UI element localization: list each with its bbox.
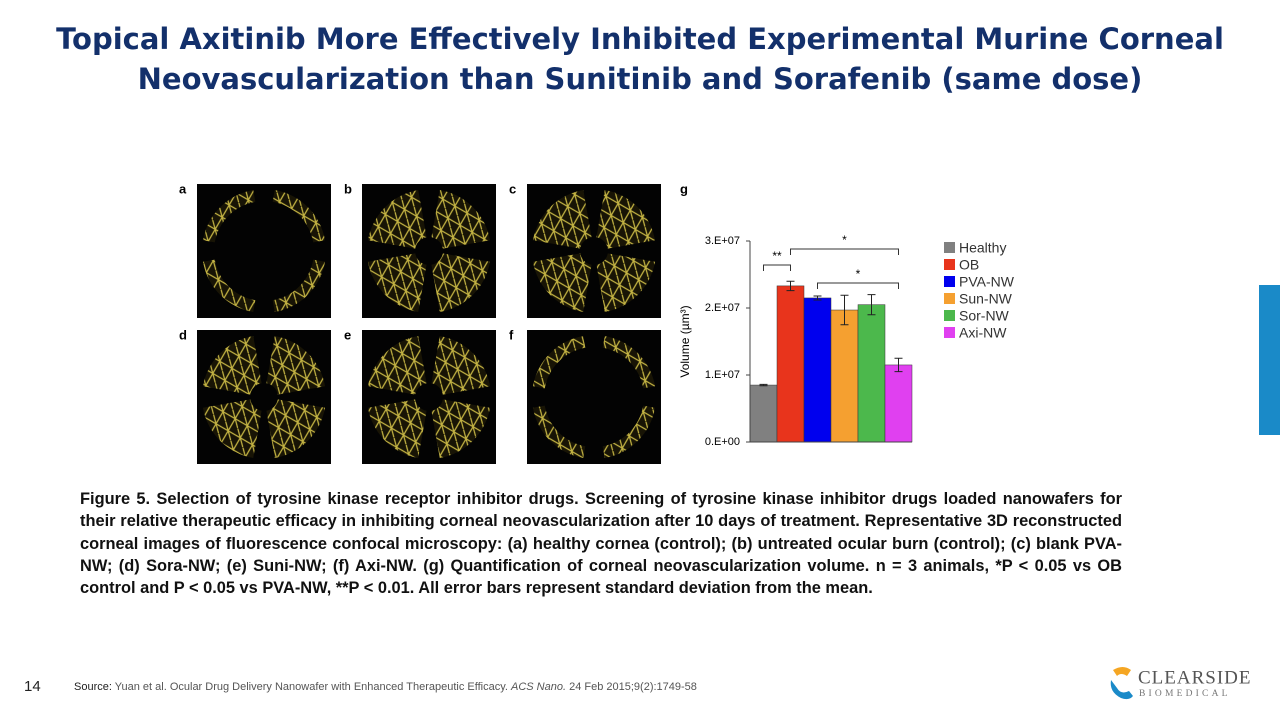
error-bar (786, 280, 795, 292)
vessel-region (532, 405, 586, 459)
legend-label: PVA-NW (959, 274, 1015, 290)
vessel-region (532, 189, 592, 249)
bar (803, 297, 832, 443)
error-bar (813, 295, 822, 301)
micrograph (362, 330, 496, 464)
vessel-region (596, 189, 656, 249)
significance-bracket (763, 264, 791, 271)
significance-label: ** (772, 249, 782, 263)
vessel-region (272, 189, 326, 243)
micrograph (362, 184, 496, 318)
vessel-region (266, 335, 326, 395)
footer: 14 Source: Yuan et al. Ocular Drug Deliv… (0, 678, 1280, 698)
accent-bar (1259, 285, 1280, 435)
vessel-region (367, 189, 427, 249)
significance-label: * (842, 233, 847, 247)
logo-name: CLEARSIDE (1138, 667, 1252, 688)
vessel-region (266, 399, 326, 459)
y-tick-label: 0.E+00 (705, 436, 740, 448)
vessel-region (202, 335, 262, 395)
significance-label: * (856, 267, 861, 281)
bar (776, 285, 805, 443)
micrograph (527, 330, 661, 464)
panel-label: e (344, 327, 351, 342)
vessel-region (431, 189, 491, 249)
bar (884, 364, 913, 443)
vessel-region (431, 335, 491, 395)
vessel-region (272, 259, 326, 313)
vessel-region (532, 335, 586, 389)
error-bar (867, 294, 876, 316)
micrograph (197, 330, 331, 464)
legend-swatch (944, 276, 955, 287)
panel-label: d (179, 327, 187, 342)
vessel-region (431, 253, 491, 313)
vessel-region (202, 259, 256, 313)
legend-swatch (944, 242, 955, 253)
legend-label: Sor-NW (959, 308, 1010, 324)
legend-label: Healthy (959, 240, 1006, 256)
vessel-region (431, 399, 491, 459)
error-bar (759, 383, 768, 387)
significance-bracket (817, 282, 899, 289)
vessel-region (202, 399, 262, 459)
panel-label: g (680, 181, 688, 196)
micrograph (197, 184, 331, 318)
error-bar (894, 357, 903, 373)
bar (857, 304, 886, 443)
legend-swatch (944, 259, 955, 270)
title-line: Neovascularization than Sunitinib and So… (137, 62, 1143, 96)
legend-swatch (944, 327, 955, 338)
vessel-region (202, 189, 256, 243)
caption: Figure 5. Selection of tyrosine kinase r… (80, 490, 1122, 598)
panel-label: a (179, 181, 187, 196)
source-text: Yuan et al. Ocular Drug Delivery Nanowaf… (114, 681, 508, 693)
panel-label: b (344, 181, 352, 196)
title-line: Topical Axitinib More Effectively Inhibi… (56, 22, 1224, 56)
error-bar (840, 294, 849, 326)
logo-sub: BIOMEDICAL (1139, 689, 1231, 699)
vessel-region (367, 335, 427, 395)
vessel-region (367, 399, 427, 459)
significance-bracket (790, 248, 899, 255)
vessel-region (602, 405, 656, 459)
micrograph (527, 184, 661, 318)
y-tick-label: 1.E+07 (705, 369, 740, 381)
legend-label: Axi-NW (959, 325, 1007, 341)
y-axis-label: Volume (µm³) (678, 305, 692, 377)
legend-swatch (944, 310, 955, 321)
source-citation: 24 Feb 2015;9(2):1749-58 (569, 681, 697, 693)
y-tick-label: 2.E+07 (705, 302, 740, 314)
y-tick-label: 3.E+07 (705, 235, 740, 247)
figure: a b c d e f g Volume (µm³) 0.E+00 1.E+07 2.E+07 3.E… (179, 181, 1015, 464)
legend-label: OB (959, 257, 979, 273)
bar (749, 384, 778, 443)
vessel-region (367, 253, 427, 313)
page-number: 14 (24, 678, 41, 695)
panel-label: c (509, 181, 516, 196)
panel-label: f (509, 327, 514, 342)
legend-label: Sun-NW (959, 291, 1013, 307)
legend-swatch (944, 293, 955, 304)
source-journal: ACS Nano. (511, 681, 567, 693)
vessel-region (602, 335, 656, 389)
vessel-region (532, 253, 592, 313)
bar (830, 309, 859, 443)
logo: CLEARSIDE BIOMEDICAL (1110, 667, 1252, 699)
source-label: Source: (74, 681, 112, 693)
vessel-region (596, 253, 656, 313)
